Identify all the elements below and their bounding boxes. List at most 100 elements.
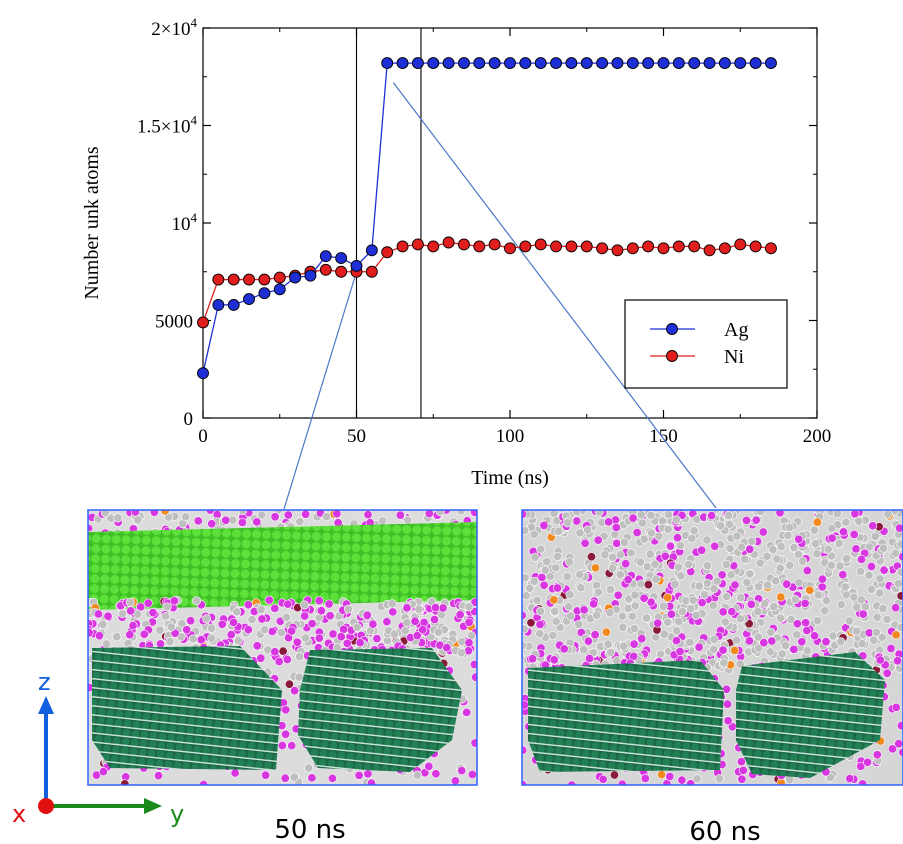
atom	[589, 599, 599, 609]
atom	[726, 570, 736, 580]
atom	[325, 611, 335, 621]
atom	[636, 510, 646, 520]
atom	[869, 635, 879, 645]
atom	[412, 770, 422, 780]
atom	[188, 634, 198, 644]
atom	[786, 615, 796, 625]
atom	[722, 699, 732, 709]
atom	[776, 541, 786, 551]
atom	[672, 533, 682, 543]
atom	[658, 601, 668, 611]
atom	[832, 510, 842, 518]
atom	[694, 581, 704, 591]
atom	[827, 533, 837, 543]
atom	[562, 572, 572, 582]
point-ni-35	[734, 238, 747, 251]
point-ag-1	[212, 298, 225, 311]
point-ag-23	[550, 57, 562, 70]
atom	[579, 605, 589, 615]
atom	[852, 626, 862, 636]
atom	[641, 613, 651, 623]
atom	[745, 544, 755, 554]
atom	[156, 639, 166, 649]
atom	[721, 592, 731, 602]
atom	[154, 771, 164, 781]
atom	[891, 702, 901, 712]
point-ni-28	[626, 242, 639, 255]
point-ag-14	[411, 57, 424, 70]
atom	[821, 637, 831, 647]
atom	[895, 523, 903, 533]
point-ag-11	[365, 244, 378, 257]
atom	[702, 578, 712, 588]
point-ag-22	[534, 57, 547, 70]
atom	[162, 602, 172, 612]
atom	[736, 757, 746, 767]
y-tick-label-1: 5000	[155, 312, 193, 333]
y-tick-label-3: 1.5×104	[137, 113, 197, 138]
z-arrowhead	[38, 696, 54, 714]
atom	[738, 765, 748, 775]
point-ni-37	[765, 242, 777, 255]
atom	[143, 598, 153, 608]
point-ag-34	[718, 57, 731, 70]
atom	[736, 542, 746, 552]
grain-light-green	[88, 522, 477, 610]
point-ni-24	[565, 240, 578, 253]
atom	[590, 630, 600, 640]
atom	[537, 572, 547, 582]
point-ni-32	[688, 240, 701, 253]
atom	[708, 600, 718, 610]
point-ni-17	[458, 238, 470, 251]
x-axis-label: Time (ns)	[471, 467, 549, 489]
x-axis-letter: x	[12, 800, 26, 828]
atom	[618, 622, 628, 632]
grain-dark-left-a	[92, 646, 282, 770]
x-origin-dot	[38, 798, 54, 814]
atom	[355, 638, 365, 648]
atom	[403, 515, 413, 525]
atom	[753, 632, 763, 642]
atom	[697, 598, 707, 608]
atom	[777, 649, 787, 659]
atom	[802, 566, 812, 576]
atom	[551, 563, 561, 573]
atom	[336, 632, 346, 642]
reference-vlines	[355, 28, 422, 418]
atom	[714, 774, 724, 784]
point-ag-5	[273, 283, 286, 296]
atom	[747, 536, 757, 546]
atom	[169, 596, 179, 606]
atom	[643, 580, 653, 590]
atom	[691, 610, 701, 620]
atom	[464, 638, 474, 648]
atom	[841, 517, 851, 527]
atom	[412, 631, 422, 641]
atom	[583, 636, 593, 646]
atom	[794, 534, 804, 544]
atom	[229, 617, 239, 627]
atom	[270, 512, 280, 522]
atom	[565, 590, 575, 600]
atom	[650, 559, 660, 569]
atom	[858, 779, 868, 785]
atom	[896, 539, 903, 549]
atom	[431, 769, 441, 779]
atom	[456, 648, 466, 658]
point-ag-6	[289, 271, 302, 284]
atom	[812, 616, 822, 626]
atom	[575, 528, 585, 538]
atom	[744, 636, 754, 646]
atom	[207, 519, 217, 529]
atom	[354, 770, 364, 780]
atom	[181, 512, 191, 522]
atom	[805, 585, 815, 595]
atom	[284, 679, 294, 689]
atom	[606, 647, 616, 657]
atom	[535, 619, 545, 629]
atom	[755, 510, 765, 516]
snapshot-panel-60ns: 60 ns	[521, 509, 903, 844]
atom	[552, 583, 562, 593]
atom	[707, 511, 717, 521]
atom	[256, 604, 266, 614]
